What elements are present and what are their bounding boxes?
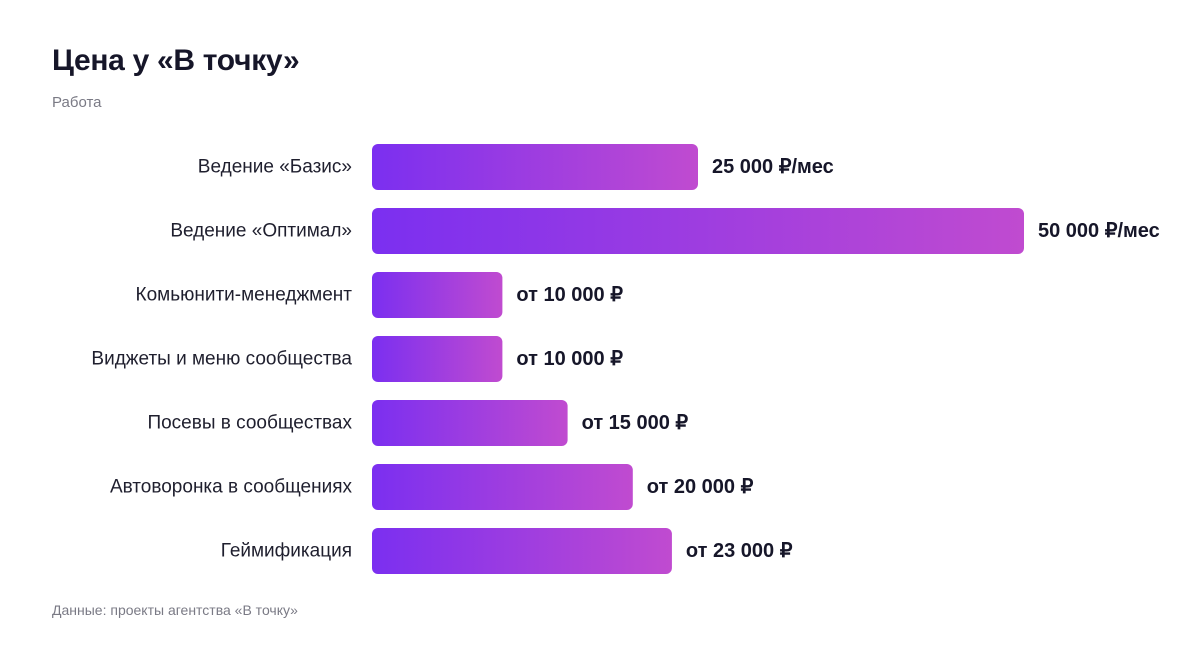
bars-group: Ведение «Базис» 25 000 ₽/мес Ведение «Опти… [91, 144, 1160, 574]
value-label: от 23 000 ₽ [686, 540, 793, 562]
chart-source-note: Данные: проекты агентства «В точку» [52, 602, 298, 618]
value-label: от 10 000 ₽ [516, 348, 623, 370]
value-label: 50 000 ₽/мес [1038, 220, 1160, 242]
category-label: Автоворонка в сообщениях [110, 477, 353, 498]
category-label: Виджеты и меню сообщества [91, 349, 352, 370]
value-label: от 10 000 ₽ [516, 284, 623, 306]
category-label: Комьюнити-менеджмент [136, 285, 353, 306]
value-label: 25 000 ₽/мес [712, 156, 834, 178]
bar [372, 336, 503, 382]
value-label: от 15 000 ₽ [582, 412, 689, 434]
bar [372, 464, 633, 510]
bar [372, 208, 1024, 254]
category-label: Ведение «Базис» [198, 157, 352, 178]
bar [372, 144, 698, 190]
category-label: Посевы в сообществах [147, 413, 352, 434]
category-label: Ведение «Оптимал» [170, 221, 352, 242]
bar [372, 528, 672, 574]
value-label: от 20 000 ₽ [647, 476, 754, 498]
chart-subtitle: Работа [52, 94, 102, 111]
bar [372, 400, 568, 446]
chart-title: Цена у «В точку» [52, 44, 300, 77]
bar [372, 272, 503, 318]
category-label: Геймификация [221, 541, 352, 562]
